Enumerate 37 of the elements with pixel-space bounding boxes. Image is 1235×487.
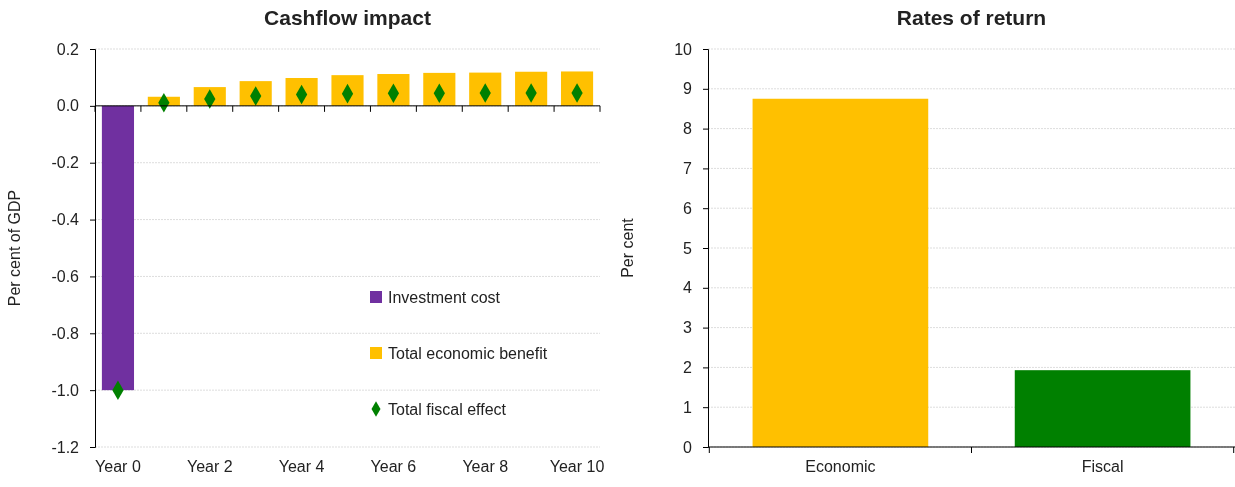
y-tick-label: 6 — [683, 199, 693, 217]
y-tick-label: 1 — [683, 398, 693, 416]
y-tick-label: 0 — [683, 438, 693, 456]
y-tick-label: 10 — [674, 40, 693, 58]
bar — [101, 105, 135, 391]
y-tick-label: -0.8 — [51, 324, 80, 342]
x-tick-label: Economic — [805, 458, 876, 475]
x-tick-label: Year 8 — [462, 458, 509, 475]
chart-title: Rates of return — [896, 6, 1047, 29]
legend-label: Total economic benefit — [388, 345, 548, 362]
x-tick-label: Year 0 — [95, 458, 141, 475]
y-tick-label: -1.2 — [51, 438, 80, 456]
x-tick-label: Year 4 — [278, 458, 325, 475]
bar — [515, 71, 548, 106]
y-tick-label: 8 — [683, 120, 693, 138]
y-tick-label: 9 — [683, 80, 693, 98]
y-tick-label: 0.2 — [56, 40, 80, 58]
y-tick-label: 7 — [683, 160, 693, 178]
y-axis-title: Per cent of GDP — [6, 189, 23, 307]
x-tick-label: Fiscal — [1081, 458, 1124, 475]
legend-label: Total fiscal effect — [388, 401, 507, 418]
y-axis-title: Per cent — [619, 217, 636, 278]
x-tick-label: Year 10 — [549, 458, 605, 475]
y-tick-label: 2 — [683, 359, 693, 377]
y-tick-label: 5 — [683, 239, 693, 257]
y-tick-label: 4 — [683, 279, 693, 297]
chart-title: Cashflow impact — [264, 6, 431, 29]
legend-label: Investment cost — [388, 289, 501, 306]
y-tick-label: -0.2 — [51, 154, 80, 172]
y-tick-label: 0.0 — [56, 97, 80, 115]
y-tick-label: -0.4 — [51, 211, 80, 229]
y-tick-label: -1.0 — [51, 381, 80, 399]
bar — [469, 72, 502, 106]
x-tick-label: Year 2 — [186, 458, 233, 475]
x-tick-label: Year 6 — [370, 458, 417, 475]
y-tick-label: 3 — [683, 319, 693, 337]
y-tick-label: -0.6 — [51, 268, 80, 286]
